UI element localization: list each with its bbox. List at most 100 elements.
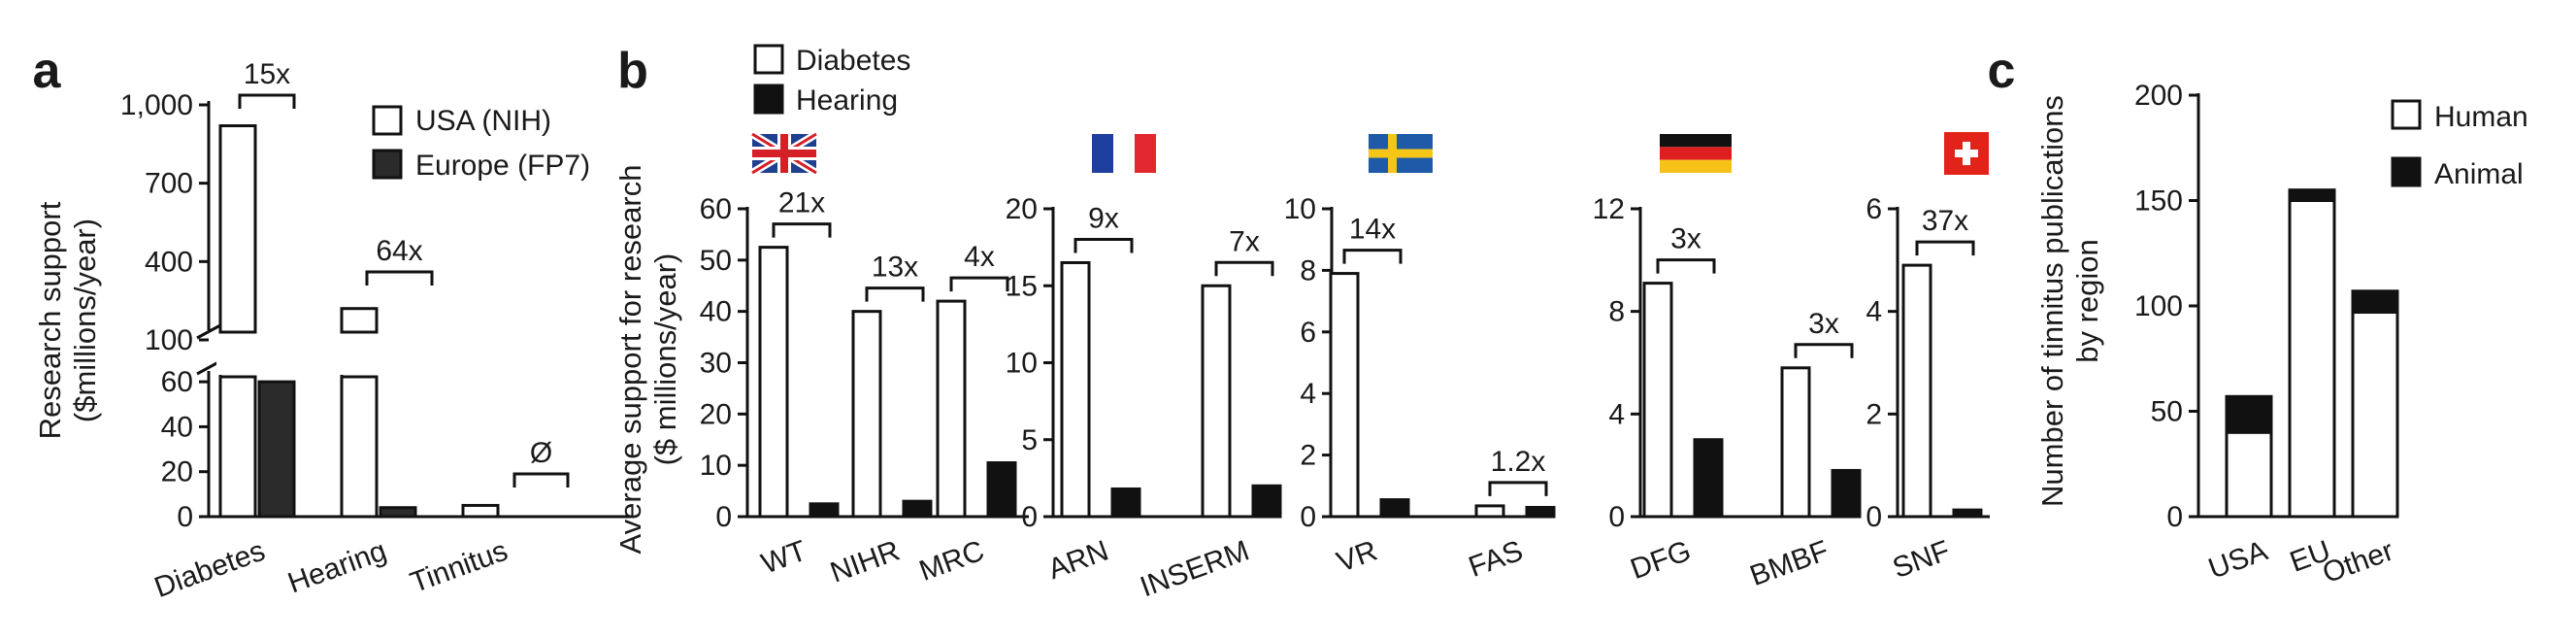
bar-human-usa bbox=[2225, 430, 2273, 519]
axis-break-gap bbox=[338, 334, 380, 373]
x-tick-label-usa: USA bbox=[2204, 535, 2271, 586]
fold-label-bmbf-bracket bbox=[1794, 343, 1854, 358]
y-axis-title-a: Research support bbox=[33, 201, 67, 439]
y-axis-sweden-tick-label: 10 bbox=[1284, 193, 1316, 225]
bar-human-other bbox=[2351, 311, 2399, 519]
fold-label-wt-bracket bbox=[772, 222, 832, 238]
flag-cross bbox=[1955, 150, 1978, 157]
y-axis-a-tick-label: 60 bbox=[161, 366, 193, 398]
bar-europe-diabetes bbox=[257, 380, 296, 519]
legend-swatch-europe bbox=[372, 149, 403, 180]
legend-swatch-usa bbox=[372, 105, 403, 136]
x-tick-label-dfg: DFG bbox=[1627, 535, 1696, 587]
fold-label-dfg: 3x bbox=[1670, 223, 1701, 255]
bar-hearing-vr bbox=[1379, 498, 1410, 519]
legend-swatch-animal bbox=[2391, 156, 2422, 187]
y-axis-switzerland-tick-label: 4 bbox=[1866, 296, 1882, 328]
legend-label-animal: Animal bbox=[2434, 158, 2524, 190]
y-axis-title-a: ($millions/year) bbox=[68, 219, 102, 422]
flag-france-icon bbox=[1092, 134, 1156, 173]
panel-letter-c: c bbox=[1988, 43, 2016, 99]
y-axis-sweden-tick-label: 2 bbox=[1300, 440, 1316, 472]
legend-swatch-human bbox=[2391, 99, 2422, 130]
fold-label-nihr-bracket bbox=[865, 286, 925, 302]
y-axis-title-c: by region bbox=[2070, 239, 2104, 363]
x-tick-label-vr: VR bbox=[1333, 535, 1381, 579]
y-axis-c-tick-label: 200 bbox=[2134, 80, 2183, 112]
y-axis-germany-tick-label: 12 bbox=[1593, 193, 1625, 225]
flag-germany-icon bbox=[1660, 134, 1732, 173]
y-axis-sweden-tick-label: 8 bbox=[1300, 254, 1316, 286]
bar-hearing-wt bbox=[809, 502, 840, 519]
bar-hearing-inserm bbox=[1251, 484, 1282, 519]
bar-diabetes-inserm bbox=[1201, 284, 1232, 519]
x-tick-label-arn: ARN bbox=[1044, 535, 1113, 587]
fold-label-vr-bracket bbox=[1342, 249, 1403, 264]
y-axis-a-tick-label: 20 bbox=[161, 456, 193, 488]
axis-break-mark bbox=[196, 323, 221, 340]
y-axis-c-tick-label: 50 bbox=[2151, 396, 2183, 428]
y-axis-france-tick-label: 15 bbox=[1006, 270, 1038, 302]
legend-swatch-diabetes bbox=[753, 44, 784, 75]
flag-sweden-icon bbox=[1369, 134, 1433, 173]
bar-animal-eu bbox=[2288, 188, 2336, 202]
bar-diabetes-arn bbox=[1060, 260, 1091, 519]
bar-hearing-dfg bbox=[1693, 438, 1724, 519]
fold-label-fas-bracket bbox=[1488, 481, 1548, 496]
bar-hearing-snf bbox=[1952, 508, 1983, 519]
x-tick-label-bmbf: BMBF bbox=[1746, 535, 1833, 593]
legend-label-europe: Europe (FP7) bbox=[415, 150, 590, 182]
fold-label-fas: 1.2x bbox=[1491, 446, 1546, 478]
y-axis-switzerland-tick-label: 0 bbox=[1866, 501, 1882, 533]
y-axis-title-b: ($ millions/year) bbox=[648, 253, 682, 466]
x-tick-label-a: Tinnitus bbox=[406, 535, 512, 600]
flag-cross bbox=[1369, 149, 1433, 158]
x-tick-label-mrc: MRC bbox=[915, 535, 988, 588]
bar-diabetes-vr bbox=[1329, 272, 1360, 519]
y-axis-c-tick-label: 150 bbox=[2134, 185, 2183, 218]
y-axis-a-tick-label: 1,000 bbox=[120, 89, 193, 121]
bar-hearing-nihr bbox=[902, 499, 933, 519]
bar-hearing-arn bbox=[1110, 487, 1141, 519]
fold-label-mrc: 4x bbox=[964, 241, 995, 273]
legend-swatch-hearing bbox=[753, 84, 784, 115]
bar-europe-hearing bbox=[379, 506, 417, 519]
panel-a: a 0 20 40 60 100 400 700 1,000 Research support ($… bbox=[33, 43, 631, 604]
y-axis-sweden-tick-label: 6 bbox=[1300, 317, 1316, 349]
x-tick-label-inserm: INSERM bbox=[1136, 535, 1253, 604]
flag-stripe bbox=[1135, 134, 1156, 173]
bar-animal-other bbox=[2351, 289, 2399, 315]
axis-break-gap bbox=[216, 334, 259, 373]
y-axis-france-tick-label: 5 bbox=[1021, 424, 1038, 456]
flag-stripe bbox=[1660, 134, 1732, 148]
y-axis-a-tick-label: 400 bbox=[145, 246, 193, 278]
bar-diabetes-fas bbox=[1474, 504, 1505, 519]
bar-usa-hearing-upper bbox=[340, 307, 379, 334]
y-axis-uk-tick-label: 0 bbox=[715, 501, 732, 533]
fold-label-mrc-bracket bbox=[949, 276, 1009, 292]
y-axis-sweden-tick-label: 0 bbox=[1300, 501, 1316, 533]
fold-label-arn: 9x bbox=[1088, 202, 1119, 234]
bar-hearing-fas bbox=[1525, 505, 1556, 519]
fold-label-bmbf: 3x bbox=[1808, 308, 1839, 340]
y-axis-a-tick-label: 700 bbox=[145, 168, 193, 200]
bar-diabetes-bmbf bbox=[1780, 366, 1811, 519]
panel-letter-a: a bbox=[33, 43, 62, 99]
bar-hearing-bmbf bbox=[1831, 468, 1862, 519]
bar-human-eu bbox=[2288, 199, 2336, 519]
bar-diabetes-mrc bbox=[936, 299, 967, 519]
x-tick-label-other: Other bbox=[2319, 535, 2398, 590]
bar-usa-tinnitus bbox=[461, 503, 500, 519]
y-axis-uk-tick-label: 50 bbox=[700, 245, 732, 277]
y-axis-sweden-tick-label: 4 bbox=[1300, 378, 1316, 410]
fold-label-nihr: 13x bbox=[872, 252, 918, 284]
y-axis-germany-tick-label: 8 bbox=[1608, 296, 1625, 328]
bar-usa-diabetes-upper bbox=[218, 124, 257, 334]
bar-diabetes-wt bbox=[758, 246, 789, 519]
x-tick-label-a: Hearing bbox=[283, 535, 390, 600]
y-axis-a-tick-label: 0 bbox=[177, 501, 193, 533]
x-tick-label-a: Diabetes bbox=[150, 535, 270, 605]
y-axis-france-tick-label: 0 bbox=[1021, 501, 1038, 533]
panel-c: c 0 50 100 150 200 Number of tinnitus publicat… bbox=[1988, 43, 2528, 589]
